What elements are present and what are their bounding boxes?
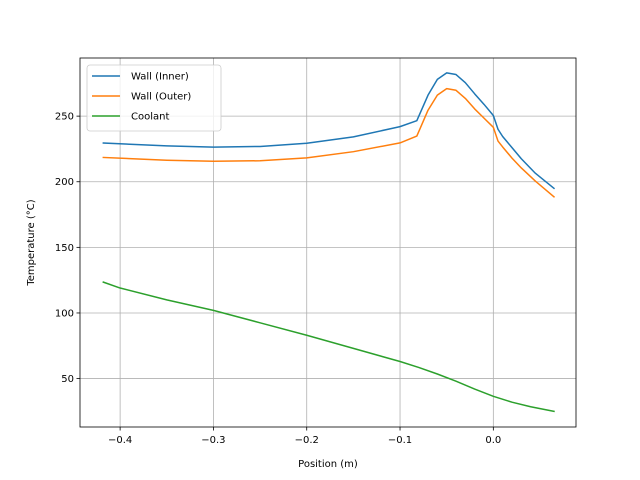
x-tick-label: −0.2 bbox=[295, 435, 319, 446]
grid bbox=[80, 58, 576, 427]
y-axis-label: Temperature (°C) bbox=[26, 199, 37, 286]
x-tick-label: −0.3 bbox=[201, 435, 225, 446]
y-tick-label: 100 bbox=[55, 308, 74, 319]
legend-label-wall-inner: Wall (Inner) bbox=[131, 72, 189, 83]
series-line-wall-outer bbox=[102, 87, 556, 198]
legend: Wall (Inner) Wall (Outer) Coolant bbox=[86, 64, 222, 132]
legend-frame bbox=[86, 64, 222, 132]
series-lines bbox=[102, 72, 556, 413]
y-tick-label: 200 bbox=[55, 177, 74, 188]
plot-area-frame bbox=[79, 57, 577, 428]
legend-label-coolant: Coolant bbox=[131, 112, 169, 123]
y-tick-label: 50 bbox=[61, 374, 74, 385]
x-tick-label: 0.0 bbox=[485, 435, 501, 446]
series-line-coolant bbox=[102, 281, 555, 413]
series-line-wall-inner bbox=[102, 72, 556, 190]
legend-label-wall-outer: Wall (Outer) bbox=[131, 92, 191, 103]
x-axis-label: Position (m) bbox=[298, 459, 358, 470]
y-tick-label: 150 bbox=[55, 243, 74, 254]
x-tick-label: −0.1 bbox=[388, 435, 412, 446]
ticks: −0.4 −0.3 −0.2 −0.1 0.0 50 100 150 200 250 bbox=[55, 112, 501, 446]
x-tick-label: −0.4 bbox=[108, 435, 132, 446]
y-tick-label: 250 bbox=[55, 112, 74, 123]
